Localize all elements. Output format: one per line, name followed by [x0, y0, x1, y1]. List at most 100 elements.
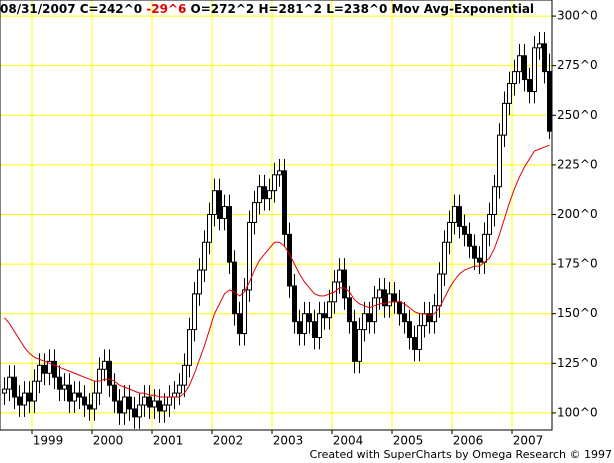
candle-body: [497, 134, 502, 188]
candle-body: [522, 55, 527, 81]
candle-body: [7, 376, 12, 390]
y-tick-label: 100^0: [557, 405, 598, 419]
candle-body: [302, 313, 307, 335]
candle-body: [362, 313, 367, 331]
x-tick-label: 2003: [273, 434, 304, 448]
header-change: -29^6: [146, 2, 186, 16]
x-tick-label: 2000: [93, 434, 124, 448]
candle-body: [437, 273, 442, 307]
candle-body: [467, 233, 472, 247]
candle-body: [77, 392, 82, 398]
candle-body: [152, 400, 157, 408]
candle-body: [382, 289, 387, 307]
candle-body: [42, 364, 47, 374]
x-tick-label: 1999: [33, 434, 64, 448]
x-tick-label: 2002: [213, 434, 244, 448]
x-tick-label: 2005: [393, 434, 424, 448]
candle-body: [67, 384, 72, 402]
candle-body: [117, 400, 122, 414]
y-tick-label: 225^0: [557, 157, 598, 171]
candle-body: [177, 384, 182, 394]
y-tick-label: 200^0: [557, 207, 598, 221]
candle-body: [327, 301, 332, 319]
candle-body: [32, 380, 37, 402]
candle-body: [537, 43, 542, 49]
candle-body: [172, 392, 177, 398]
candle-body: [257, 186, 262, 204]
grid: [0, 0, 552, 430]
candle-body: [377, 289, 382, 299]
candle-body: [542, 43, 547, 73]
candle-body: [182, 364, 187, 386]
candle-body: [262, 186, 267, 200]
candle-body: [87, 404, 92, 410]
y-tick-label: 275^0: [557, 58, 598, 72]
candle-body: [157, 400, 162, 412]
candle-body: [292, 285, 297, 323]
candle-body: [532, 47, 537, 92]
candle-body: [242, 289, 247, 335]
candle-body: [452, 206, 457, 223]
candle-body: [132, 408, 137, 418]
candle-body: [442, 241, 447, 275]
candle-body: [407, 321, 412, 339]
candle-body: [17, 396, 22, 406]
moving-average-line: [4, 144, 550, 398]
candle-body: [247, 221, 252, 291]
candle-body: [192, 293, 197, 331]
candle-body: [487, 214, 492, 235]
candle-body: [317, 313, 322, 339]
y-tick-label: 125^0: [557, 356, 598, 370]
candle-body: [397, 301, 402, 315]
candle-body: [2, 388, 7, 394]
candle-body: [82, 396, 87, 406]
candle-body: [512, 71, 517, 85]
candle-body: [387, 293, 392, 307]
y-tick-label: 150^0: [557, 306, 598, 320]
x-tick-label: 2007: [513, 434, 544, 448]
candle-body: [527, 79, 532, 92]
candle-body: [92, 392, 97, 410]
candle-body: [232, 261, 237, 315]
candle-body: [217, 190, 222, 219]
y-tick-label: 250^0: [557, 108, 598, 122]
candle-body: [27, 392, 32, 402]
candle-body: [127, 396, 132, 410]
candle-body: [342, 269, 347, 299]
candle-body: [462, 225, 467, 235]
candle-body: [412, 337, 417, 350]
y-tick-label: 175^0: [557, 257, 598, 271]
header-date: 08/31/2007: [0, 2, 76, 16]
candle-body: [312, 321, 317, 339]
candle-body: [547, 71, 552, 132]
y-tick-label: 300^0: [557, 9, 598, 23]
candle-body: [297, 321, 302, 335]
candle-body: [372, 297, 377, 323]
candle-body: [102, 360, 107, 370]
candle-body: [237, 313, 242, 335]
candle-body: [282, 170, 287, 235]
candle-body: [62, 384, 67, 390]
candle-body: [112, 384, 117, 402]
candle-body: [337, 269, 342, 283]
candle-body: [422, 313, 427, 327]
candle-body: [482, 233, 487, 263]
header-indicator: Mov Avg-Exponential: [392, 2, 535, 16]
candle-body: [367, 313, 372, 323]
candle-body: [272, 174, 277, 192]
x-tick-label: 2001: [153, 434, 184, 448]
header-high: H=281^2: [258, 2, 322, 16]
candle-body: [202, 241, 207, 271]
x-tick-label: 2006: [453, 434, 484, 448]
header: 08/31/2007 C=242^0 -29^6 O=272^2 H=281^2…: [0, 2, 534, 16]
candle-body: [137, 404, 142, 418]
header-low: L=238^0: [326, 2, 387, 16]
candle-body: [52, 360, 57, 378]
candle-body: [22, 392, 27, 406]
candle-body: [447, 221, 452, 243]
candle-body: [357, 329, 362, 362]
candle-body: [267, 190, 272, 200]
footer: Created with SuperCharts by Omega Resear…: [310, 448, 612, 461]
candle-body: [222, 206, 227, 219]
